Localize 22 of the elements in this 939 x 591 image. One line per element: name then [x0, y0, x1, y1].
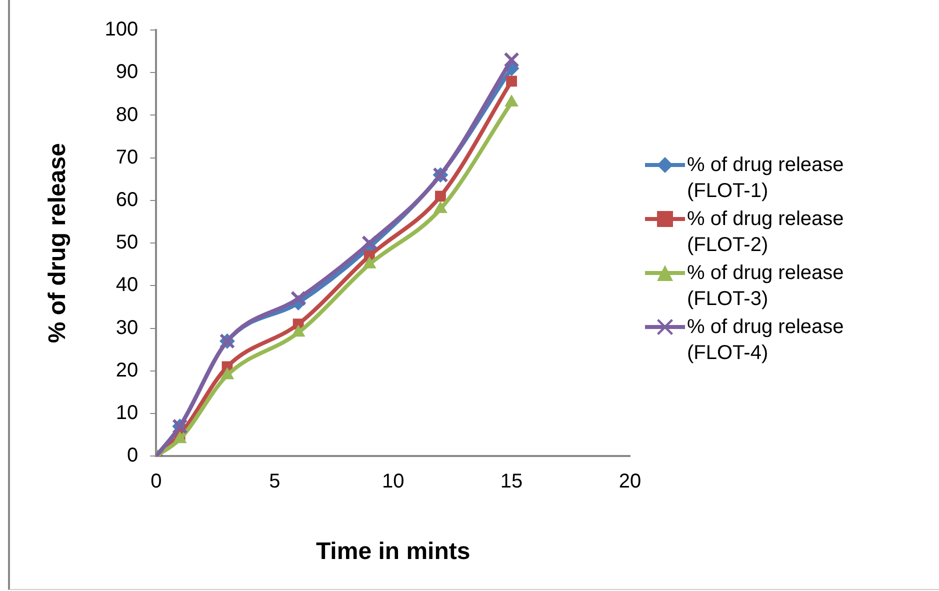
y-tick-label: 100 — [104, 18, 138, 41]
x-tick-label: 5 — [269, 470, 280, 493]
y-tick-label: 40 — [116, 274, 138, 296]
y-tick-label: 90 — [116, 61, 138, 84]
x-tick-label: 0 — [150, 470, 162, 493]
y-tick-label: 80 — [116, 104, 138, 126]
y-tick-label: 10 — [116, 402, 138, 424]
y-tick-label: 30 — [116, 316, 138, 339]
x-tick-label: 10 — [382, 470, 404, 493]
x-tick-label: 15 — [500, 470, 523, 493]
legend-label: % of drug release (FLOT-2) — [687, 207, 845, 258]
y-axis-title: % of drug release — [44, 143, 72, 344]
x-axis-title: Time in mints — [316, 538, 470, 566]
x-tick-label: 20 — [618, 470, 642, 493]
y-tick-label: 20 — [116, 359, 138, 382]
y-tick-label: 0 — [127, 444, 138, 467]
legend-label: % of drug release (FLOT-1) — [687, 153, 845, 204]
legend-label: % of drug release (FLOT-4) — [687, 315, 845, 366]
y-tick-label: 70 — [116, 146, 138, 168]
y-tick-label: 50 — [116, 232, 138, 254]
legend-label: % of drug release (FLOT-3) — [687, 261, 845, 312]
y-tick-label: 60 — [116, 188, 138, 211]
